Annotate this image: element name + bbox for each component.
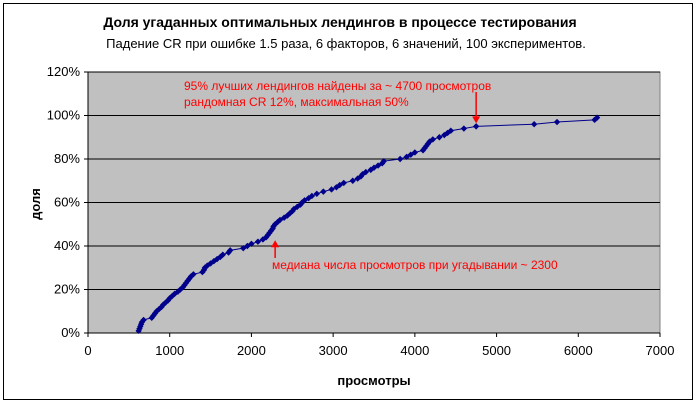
- data-point: [210, 258, 218, 265]
- annotation-top-line1: 95% лучших лендингов найдены за ~ 4700 п…: [184, 79, 491, 93]
- data-point: [447, 127, 455, 134]
- x-tick-labels: 0 1000 2000 3000 4000 5000 6000 7000: [84, 343, 674, 358]
- x-tick-label: 7000: [646, 343, 675, 358]
- data-point: [186, 275, 193, 282]
- y-tick-label: 20%: [54, 282, 80, 297]
- data-point: [308, 192, 316, 200]
- data-point: [264, 231, 271, 239]
- data-point: [396, 155, 404, 163]
- data-point: [244, 242, 251, 250]
- data-point: [190, 271, 197, 278]
- arrow-median-head: [271, 240, 280, 248]
- data-point: [429, 136, 437, 143]
- data-point: [367, 166, 374, 174]
- data-point: [530, 121, 538, 128]
- data-point: [349, 177, 356, 184]
- data-point: [553, 118, 561, 126]
- data-point: [179, 284, 186, 291]
- y-axis-label: доля: [28, 188, 43, 220]
- x-tick-label: 5000: [482, 343, 511, 358]
- annotation-arrows: [271, 92, 481, 258]
- data-point: [226, 247, 234, 254]
- data-point: [313, 190, 320, 197]
- data-point: [140, 316, 147, 324]
- data-point: [472, 123, 480, 130]
- y-tick-labels: 0% 20% 40% 60% 80% 100% 120%: [47, 64, 81, 340]
- chart-title: Доля угаданных оптимальных лендингов в п…: [103, 14, 576, 30]
- data-point: [271, 221, 279, 228]
- x-tick-label: 1000: [155, 343, 184, 358]
- y-tick-label: 80%: [54, 151, 80, 166]
- data-point: [248, 240, 255, 248]
- x-tick-label: 0: [84, 343, 91, 358]
- y-tick-label: 100%: [47, 108, 81, 123]
- data-point: [362, 168, 370, 176]
- data-point: [219, 251, 227, 258]
- data-point: [411, 149, 419, 156]
- x-tick-label: 6000: [564, 343, 593, 358]
- arrow-top-head: [472, 116, 481, 124]
- y-tick-label: 120%: [47, 64, 81, 79]
- data-point: [298, 199, 306, 206]
- series-markers: [135, 114, 601, 335]
- data-point: [593, 114, 601, 121]
- data-point: [138, 318, 146, 326]
- data-point: [460, 125, 468, 132]
- x-tick-label: 2000: [237, 343, 266, 358]
- data-point: [328, 186, 335, 193]
- data-point: [340, 179, 347, 187]
- data-point: [254, 238, 262, 245]
- data-point: [380, 157, 388, 165]
- y-tick-label: 60%: [54, 195, 80, 210]
- x-tick-label: 4000: [400, 343, 429, 358]
- data-point: [204, 262, 211, 269]
- data-point: [155, 305, 163, 313]
- data-point: [320, 188, 327, 195]
- annotation-median: медиана числа просмотров при угадывании …: [272, 258, 558, 272]
- annotation-top-line2: рандомная CR 12%, максимальная 50%: [184, 95, 409, 109]
- y-tick-label: 0%: [61, 325, 80, 340]
- data-point: [150, 312, 157, 319]
- x-tick-label: 3000: [319, 343, 348, 358]
- x-axis-label: просмотры: [337, 373, 410, 388]
- chart-subtitle: Падение CR при ошибке 1.5 раза, 6 фактор…: [106, 36, 586, 51]
- data-point: [436, 134, 443, 141]
- y-tick-label: 40%: [54, 238, 80, 253]
